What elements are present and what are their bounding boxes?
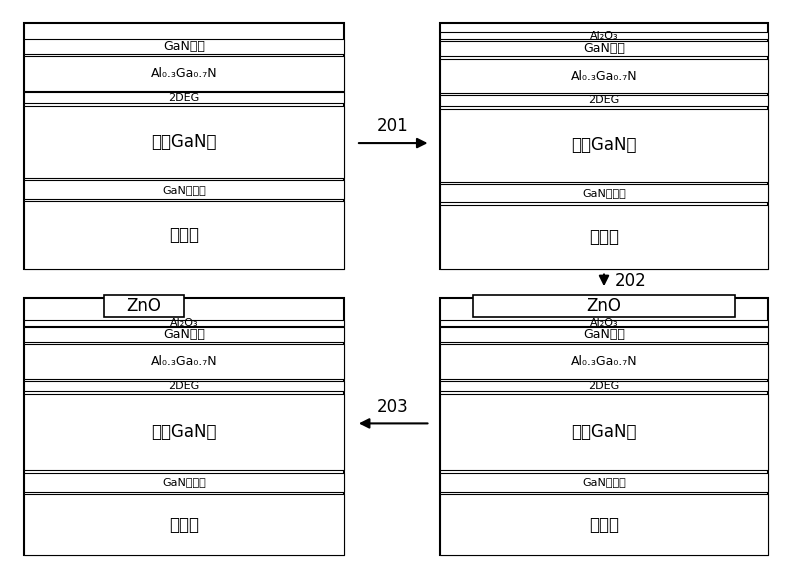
Bar (24, 381, 344, 391)
Bar (440, 344, 768, 379)
Text: 201: 201 (377, 117, 409, 135)
Text: 2DEG: 2DEG (588, 381, 620, 391)
Bar (24, 201, 344, 269)
Text: GaN缓冲层: GaN缓冲层 (162, 185, 206, 194)
Bar (24, 39, 344, 54)
Text: 2DEG: 2DEG (168, 93, 200, 103)
Text: 202: 202 (614, 273, 646, 290)
Text: 本征GaN层: 本征GaN层 (571, 423, 637, 441)
Text: GaN缓冲层: GaN缓冲层 (162, 477, 206, 487)
Bar (440, 205, 768, 269)
Text: 本征GaN层: 本征GaN层 (151, 133, 217, 151)
Text: 2DEG: 2DEG (588, 95, 620, 105)
Text: 蓝宝石: 蓝宝石 (589, 228, 619, 246)
Text: 本征GaN层: 本征GaN层 (151, 423, 217, 441)
Bar (24, 298, 344, 555)
Text: Al₂O₃: Al₂O₃ (590, 318, 618, 328)
Text: Al₀.₃Ga₀.₇N: Al₀.₃Ga₀.₇N (150, 355, 218, 368)
Text: Al₀.₃Ga₀.₇N: Al₀.₃Ga₀.₇N (570, 69, 638, 82)
Text: Al₂O₃: Al₂O₃ (590, 31, 618, 41)
Text: ZnO: ZnO (586, 297, 622, 315)
Bar (24, 326, 344, 342)
Text: Al₀.₃Ga₀.₇N: Al₀.₃Ga₀.₇N (150, 67, 218, 80)
Bar (440, 109, 768, 182)
Bar (24, 320, 344, 326)
Bar (440, 320, 768, 326)
Text: 本征GaN层: 本征GaN层 (571, 137, 637, 154)
Text: GaN缓冲层: GaN缓冲层 (582, 188, 626, 198)
Text: 蓝宝石: 蓝宝石 (589, 516, 619, 534)
Text: GaN盖层: GaN盖层 (163, 40, 205, 53)
Text: Al₂O₃: Al₂O₃ (170, 318, 198, 328)
Bar (24, 495, 344, 555)
Bar (440, 184, 768, 203)
Bar (24, 57, 344, 91)
Bar (24, 106, 344, 178)
Text: GaN缓冲层: GaN缓冲层 (582, 477, 626, 487)
Bar (440, 95, 768, 106)
Bar (104, 296, 184, 317)
Text: Al₀.₃Ga₀.₇N: Al₀.₃Ga₀.₇N (570, 355, 638, 368)
Text: 203: 203 (377, 398, 409, 416)
Bar (440, 298, 768, 555)
Bar (440, 33, 768, 39)
Text: 蓝宝石: 蓝宝石 (169, 226, 199, 244)
Bar (24, 344, 344, 379)
Bar (473, 296, 735, 317)
Text: ZnO: ZnO (126, 297, 162, 315)
Text: GaN盖层: GaN盖层 (163, 328, 205, 340)
Bar (440, 23, 768, 269)
Bar (24, 23, 344, 269)
Bar (440, 394, 768, 470)
Bar (440, 381, 768, 391)
Bar (440, 59, 768, 93)
Bar (440, 495, 768, 555)
Bar (440, 326, 768, 342)
Bar (24, 394, 344, 470)
Bar (24, 180, 344, 199)
Text: GaN盖层: GaN盖层 (583, 42, 625, 55)
Bar (24, 92, 344, 103)
Text: GaN盖层: GaN盖层 (583, 328, 625, 340)
Bar (440, 40, 768, 57)
Text: 2DEG: 2DEG (168, 381, 200, 391)
Text: 蓝宝石: 蓝宝石 (169, 516, 199, 534)
Bar (24, 472, 344, 492)
Bar (440, 472, 768, 492)
